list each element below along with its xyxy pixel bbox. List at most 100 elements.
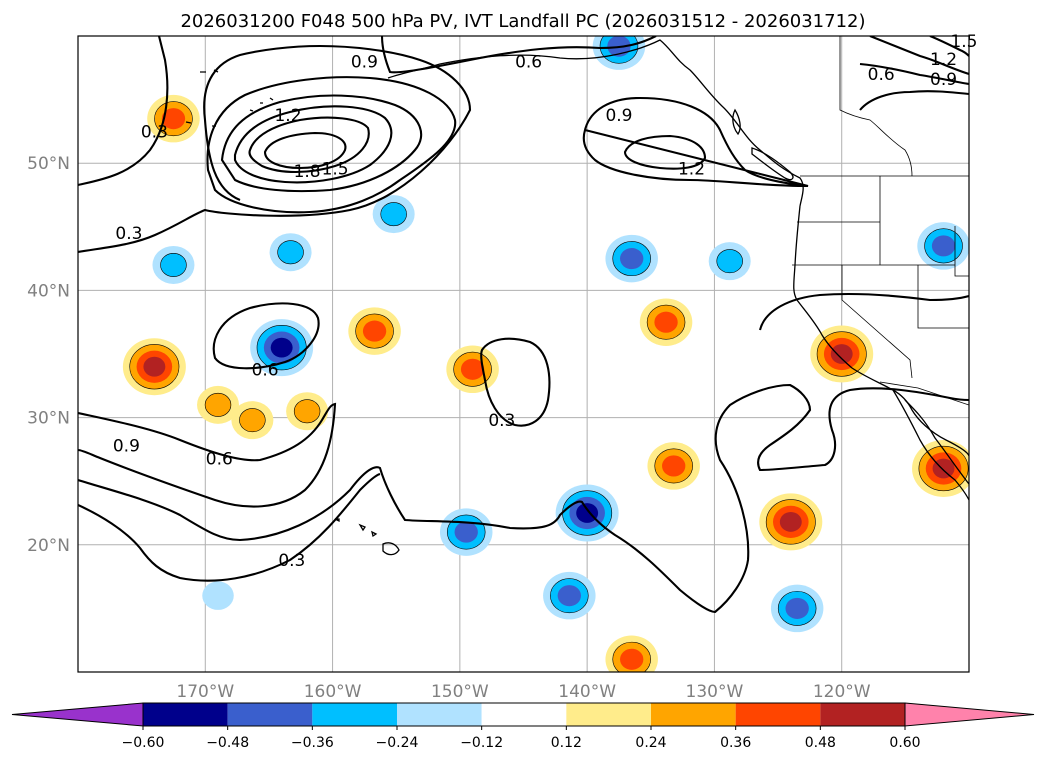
contour-label: 1.5	[950, 32, 977, 52]
coastline-us-west	[793, 205, 969, 457]
x-tick-label: 120°W	[813, 682, 871, 702]
contour-label: 0.3	[141, 122, 168, 142]
x-tick-label: 130°W	[686, 682, 744, 702]
contour-label: 0.9	[351, 52, 378, 72]
colorbar-frame	[142, 702, 906, 727]
ivt-pc-region	[785, 597, 809, 619]
pv-contour	[380, 36, 657, 74]
ivt-pc-region	[830, 344, 853, 364]
colorbar-tick-label: 0.48	[805, 735, 836, 751]
colorbar-extend-high	[904, 702, 1035, 727]
y-tick-label: 50°N	[27, 154, 70, 174]
colorbar-tick-label: 0.12	[551, 735, 582, 751]
contour-labels: 0.30.30.60.91.21.8 1.50.91.20.6 0.91.21.50…	[113, 32, 978, 571]
pv-contour	[233, 105, 393, 184]
colorbar-tick-label: −0.24	[376, 735, 419, 751]
pv-contour	[78, 44, 472, 254]
pv-contour	[869, 36, 969, 76]
pv-contour	[582, 96, 809, 188]
ivt-pc-region	[779, 511, 802, 532]
colorbar-segment	[820, 703, 905, 726]
contour-label: 0.6	[868, 65, 895, 85]
ivt-pc-region	[932, 458, 955, 479]
ivt-pc-region	[239, 408, 266, 433]
plot-frame	[77, 35, 970, 673]
pv-contour	[206, 76, 457, 214]
ivt-pc-region	[161, 108, 186, 130]
colorbar-segment	[143, 703, 228, 726]
y-tick-label: 40°N	[27, 281, 70, 301]
x-tick-label: 150°W	[431, 682, 489, 702]
border-ca-nv	[841, 265, 913, 379]
contour-label: 0.3	[278, 551, 305, 571]
pv-contour	[758, 292, 969, 331]
pv-contour	[859, 62, 969, 86]
contour-label: 1.2	[678, 159, 705, 179]
pv-contour	[78, 383, 969, 614]
colorbar-tick-label: 0.60	[889, 735, 920, 751]
contour-label: 0.6	[206, 449, 233, 469]
coastline-haida-gwaii	[732, 108, 741, 136]
pv-contour	[480, 337, 551, 427]
contour-label: 0.9	[605, 106, 632, 126]
colorbar-segment	[312, 703, 397, 726]
ivt-pc-region	[654, 311, 678, 333]
contour-label: 0.9	[930, 70, 957, 90]
colorbar-extend-low	[11, 702, 144, 727]
colorbar-segment	[227, 703, 313, 726]
border-alaska-canada	[839, 36, 913, 177]
pv-contour	[78, 36, 169, 187]
contour-label: 1.2	[930, 50, 957, 70]
colorbar-tick-label: −0.48	[206, 735, 249, 751]
colorbar: −0.60 −0.48 −0.36 −0.24 −0.12 0.12 0.24 0.36 0.4…	[11, 702, 1035, 751]
colorbar-tick-label: −0.36	[291, 735, 334, 751]
ivt-pc-region	[454, 521, 478, 543]
x-tick-label: 160°W	[304, 682, 362, 702]
ivt-pc-region	[204, 392, 232, 417]
x-tick-label: 170°W	[176, 682, 234, 702]
ivt-pc-region	[380, 202, 407, 227]
contour-label: 0.9	[113, 437, 140, 457]
pv-contours	[78, 36, 969, 614]
ivt-pc-region	[202, 581, 234, 610]
ivt-pc-region	[931, 235, 956, 257]
ivt-pc-region	[557, 585, 581, 607]
pv-contour	[78, 402, 337, 508]
y-tick-label: 30°N	[27, 409, 70, 429]
contour-label: 0.6	[515, 52, 542, 72]
ivt-pc-region	[160, 252, 187, 277]
chart-title: 2026031200 F048 500 hPa PV, IVT Landfall…	[180, 11, 865, 32]
colorbar-segment	[651, 703, 736, 726]
colorbar-tick-label: −0.60	[122, 735, 165, 751]
contour-label: 1.2	[274, 106, 301, 126]
contour-label: 0.3	[488, 411, 515, 431]
ivt-pc-region	[362, 320, 387, 342]
colorbar-tick-label: 0.36	[720, 735, 751, 751]
y-tick-label: 20°N	[27, 536, 70, 556]
pv-contour	[248, 116, 370, 173]
ivt-pc-region	[576, 503, 599, 523]
coastline-gulf	[904, 399, 969, 485]
pv-contour	[78, 472, 381, 582]
ivt-pc-region	[460, 358, 485, 380]
contour-label: 0.3	[115, 224, 142, 244]
ivt-pc-region	[143, 356, 166, 377]
ivt-pc-region	[270, 337, 293, 358]
contour-label: 1.5	[322, 159, 349, 179]
border-mt	[954, 226, 969, 277]
y-axis-ticks: 20°N 30°N 40°N 50°N	[27, 154, 70, 556]
ivt-pc-region	[716, 249, 743, 274]
pv-contour	[859, 90, 969, 111]
pv-contour	[220, 94, 423, 193]
colorbar-segment	[397, 703, 482, 726]
ivt-pc-region	[662, 455, 686, 477]
ivt-pc-region	[277, 240, 304, 265]
coastline-hawaii	[382, 542, 400, 556]
coastline-vancouver-island	[751, 147, 794, 181]
colorbar-segment	[481, 703, 567, 726]
x-tick-label: 140°W	[558, 682, 616, 702]
ivt-pc-region	[293, 399, 321, 424]
colorbar-tick-label: 0.24	[635, 735, 666, 751]
colorbar-segment	[566, 703, 651, 726]
